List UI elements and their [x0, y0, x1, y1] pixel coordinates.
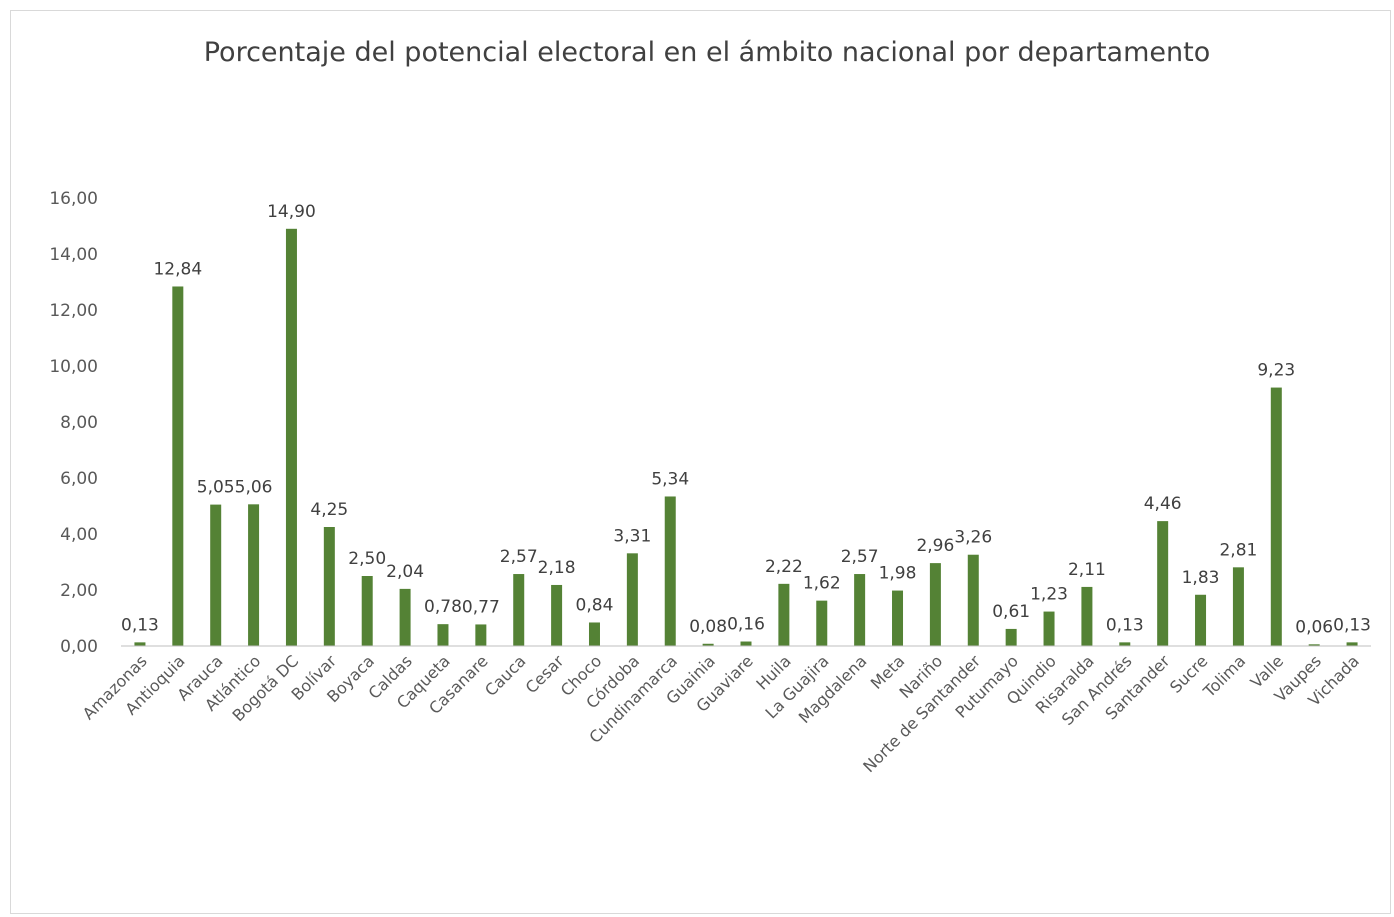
chart-frame: Porcentaje del potencial electoral en el… — [10, 10, 1391, 914]
data-label: 1,98 — [879, 564, 917, 584]
bar — [816, 600, 828, 646]
bar — [1119, 642, 1131, 646]
bar — [551, 584, 563, 646]
y-axis: 0,00 2,00 4,00 6,00 8,00 10,00 12,00 14,00 16,00 — [49, 189, 98, 657]
y-tick-label: 12,00 — [49, 301, 98, 321]
data-label: 3,31 — [613, 526, 651, 546]
data-label: 12,84 — [153, 259, 202, 279]
data-label: 3,26 — [954, 528, 992, 548]
data-label: 1,83 — [1182, 568, 1220, 588]
bar — [323, 527, 335, 646]
data-label: 14,90 — [267, 202, 316, 222]
data-label: 2,96 — [916, 536, 954, 556]
bar — [134, 642, 146, 646]
y-tick-label: 6,00 — [60, 469, 98, 489]
bar — [285, 228, 297, 647]
data-label: 4,25 — [310, 500, 348, 520]
bar — [1195, 594, 1207, 646]
data-label: 2,50 — [348, 549, 386, 569]
bar — [892, 590, 904, 646]
data-label: 5,06 — [235, 477, 273, 497]
x-tick-label: Cauca — [481, 651, 530, 700]
y-tick-label: 2,00 — [60, 581, 98, 601]
data-label: 5,34 — [651, 469, 689, 489]
data-label: 2,11 — [1068, 560, 1106, 580]
bar — [740, 641, 752, 646]
data-label: 2,57 — [500, 547, 538, 567]
bar — [248, 504, 260, 646]
data-label: 0,16 — [727, 615, 765, 635]
data-label: 4,46 — [1144, 494, 1182, 514]
data-label: 0,06 — [1295, 617, 1333, 637]
bar — [437, 624, 449, 646]
data-label: 0,13 — [1333, 615, 1371, 635]
data-label: 0,13 — [1106, 615, 1144, 635]
data-label: 2,81 — [1219, 540, 1257, 560]
bar — [1346, 642, 1358, 646]
bar — [854, 574, 866, 646]
data-label: 1,62 — [803, 574, 841, 594]
y-tick-label: 8,00 — [60, 413, 98, 433]
data-label: 2,57 — [841, 547, 879, 567]
y-tick-label: 0,00 — [60, 637, 98, 657]
y-tick-label: 16,00 — [49, 189, 98, 209]
bar — [967, 554, 979, 646]
data-label: 0,61 — [992, 602, 1030, 622]
x-tick-label: Tolima — [1199, 651, 1249, 701]
bar — [1005, 628, 1017, 646]
data-label: 2,04 — [386, 562, 424, 582]
data-label: 0,84 — [576, 595, 614, 615]
y-tick-label: 10,00 — [49, 357, 98, 377]
bar — [361, 576, 373, 646]
bar — [588, 622, 600, 646]
bar — [475, 624, 487, 646]
bar — [778, 583, 790, 646]
data-label: 0,77 — [462, 597, 500, 617]
data-label: 9,23 — [1257, 361, 1295, 381]
bar — [513, 574, 525, 646]
bar — [626, 553, 638, 646]
bar — [1232, 567, 1244, 646]
bar — [1043, 611, 1055, 646]
bar — [399, 588, 411, 646]
bar — [1270, 387, 1282, 646]
data-label: 0,08 — [689, 617, 727, 637]
data-label: 1,23 — [1030, 585, 1068, 605]
bar — [1157, 521, 1169, 646]
bar — [172, 286, 184, 646]
bar — [1308, 644, 1320, 646]
data-label: 0,13 — [121, 615, 159, 635]
bar — [210, 504, 222, 646]
data-label: 2,18 — [538, 558, 576, 578]
y-tick-label: 14,00 — [49, 245, 98, 265]
bar — [702, 643, 714, 646]
bar — [664, 496, 676, 646]
data-label: 5,05 — [197, 478, 235, 498]
chart-title: Porcentaje del potencial electoral en el… — [204, 37, 1211, 68]
data-label: 2,22 — [765, 557, 803, 577]
bars — [134, 228, 1358, 647]
bar-chart: Porcentaje del potencial electoral en el… — [49, 37, 1371, 776]
bar — [1081, 586, 1093, 646]
data-label: 0,78 — [424, 597, 462, 617]
bar — [929, 563, 941, 646]
y-tick-label: 4,00 — [60, 525, 98, 545]
